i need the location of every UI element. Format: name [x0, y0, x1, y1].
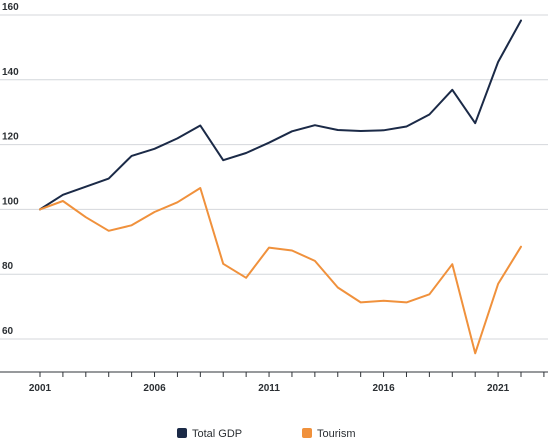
y-tick-label: 120	[2, 132, 19, 143]
legend-item-tourism[interactable]: Tourism	[302, 428, 356, 440]
legend-swatch-total-gdp	[177, 428, 187, 438]
y-tick-labels: 60 80 100 120 140 160	[2, 2, 19, 337]
series-line-tourism	[39, 187, 522, 355]
y-tick-label: 80	[2, 261, 14, 272]
y-tick-label: 160	[2, 2, 19, 13]
x-tick-label: 2006	[143, 383, 166, 394]
series-line-total-gdp	[39, 19, 522, 211]
y-tick-label: 60	[2, 326, 14, 337]
legend-swatch-tourism	[302, 428, 312, 438]
y-tick-label: 140	[2, 67, 19, 78]
x-tick-label: 2021	[487, 383, 510, 394]
legend: Total GDP Tourism	[177, 428, 356, 440]
y-tick-label: 100	[2, 196, 19, 207]
x-tick-label: 2001	[29, 383, 52, 394]
x-tick-label: 2016	[372, 383, 395, 394]
legend-label-tourism: Tourism	[317, 428, 356, 440]
legend-item-total-gdp[interactable]: Total GDP	[177, 428, 242, 440]
series-lines	[39, 19, 522, 355]
gridlines	[0, 14, 548, 340]
legend-label-total-gdp: Total GDP	[192, 428, 242, 440]
x-axis-ticks: 2001 2006 2011 2016 2021	[29, 372, 545, 394]
x-tick-label: 2011	[258, 383, 280, 394]
